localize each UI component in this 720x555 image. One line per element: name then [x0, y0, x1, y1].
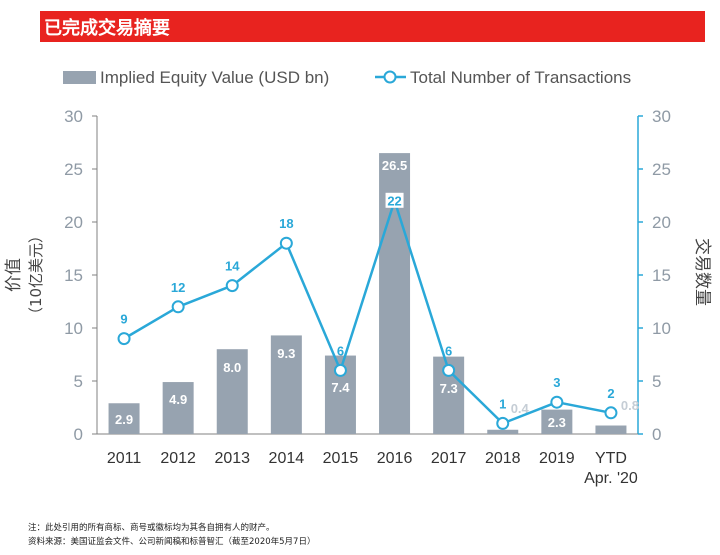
bar-value-label: 0.4	[511, 401, 530, 416]
line-value-label: 6	[445, 343, 452, 358]
bar-1	[162, 382, 194, 434]
left-tick-label: 5	[74, 372, 83, 391]
line-value-label: 14	[225, 259, 240, 274]
title-bar	[40, 11, 705, 42]
legend-bar-swatch	[63, 71, 96, 84]
line-point-6	[442, 363, 456, 377]
y-axis-title-left-line2: （10亿美元）	[27, 228, 45, 322]
right-tick-label: 10	[652, 319, 671, 338]
right-tick-label: 20	[652, 213, 671, 232]
x-tick-label: Apr. '20	[584, 470, 638, 487]
line-point-8	[550, 395, 564, 409]
legend-line-label: Total Number of Transactions	[410, 68, 631, 87]
left-tick-label: 10	[64, 319, 83, 338]
x-tick-label: 2016	[377, 450, 413, 467]
x-tick-label: 2014	[269, 450, 305, 467]
line-value-label: 1	[499, 396, 506, 411]
bar-3	[270, 335, 302, 434]
line-point-4	[333, 363, 347, 377]
line-point-1	[171, 300, 185, 314]
left-tick-label: 30	[64, 107, 83, 126]
bar-value-label: 2.9	[115, 412, 133, 427]
left-tick-label: 20	[64, 213, 83, 232]
bar-value-label: 7.4	[331, 380, 350, 395]
page-title: 已完成交易摘要	[44, 18, 170, 39]
bar-value-label: 0.8	[621, 398, 639, 413]
x-tick-label: 2019	[539, 450, 575, 467]
legend-line-marker	[383, 70, 397, 84]
x-tick-label: 2015	[323, 450, 359, 467]
line-value-label: 2	[607, 386, 614, 401]
x-tick-label: 2017	[431, 450, 467, 467]
line-value-label: 18	[279, 216, 293, 231]
right-tick-label: 5	[652, 372, 661, 391]
right-tick-label: 25	[652, 160, 671, 179]
x-tick-label: 2011	[107, 450, 142, 467]
left-tick-label: 25	[64, 160, 83, 179]
bar-value-label: 4.9	[169, 392, 187, 407]
line-label-bg	[385, 192, 404, 208]
bar-9	[595, 425, 627, 434]
line-value-label: 22	[387, 193, 401, 208]
footnote-source: 资料来源：美国证监会文件、公司新闻稿和标普智汇（截至2020年5月7日）	[28, 537, 316, 547]
line-value-label: 6	[337, 343, 344, 358]
line-point-2	[225, 279, 239, 293]
line-point-3	[279, 236, 293, 250]
bar-value-label: 2.3	[548, 415, 566, 430]
x-tick-label: 2018	[485, 450, 521, 467]
left-tick-label: 0	[74, 425, 83, 444]
bar-7	[487, 429, 519, 434]
right-tick-label: 30	[652, 107, 671, 126]
bar-0	[108, 403, 140, 434]
line-value-label: 12	[171, 280, 185, 295]
line-point-7	[496, 416, 510, 430]
bar-value-label: 9.3	[277, 346, 295, 361]
bar-8	[541, 409, 573, 434]
transactions-line	[123, 199, 612, 425]
bar-2	[216, 349, 248, 434]
bar-value-label: 26.5	[382, 158, 407, 173]
bar-value-label: 8.0	[223, 360, 241, 375]
x-tick-label: YTD	[595, 450, 627, 467]
right-tick-label: 15	[652, 266, 671, 285]
x-tick-label: 2013	[214, 450, 250, 467]
footnote-note: 注：此处引用的所有商标、商号或徽标均为其各自拥有人的财产。	[28, 523, 275, 533]
line-point-9	[604, 406, 618, 420]
line-value-label: 3	[553, 375, 560, 390]
line-value-label: 9	[120, 312, 127, 327]
left-tick-label: 15	[64, 266, 83, 285]
y-axis-title-right: 交易数量	[692, 238, 712, 306]
bar-value-label: 7.3	[440, 381, 458, 396]
y-axis-title-left-line1: 价值	[4, 258, 24, 292]
x-tick-label: 2012	[160, 450, 196, 467]
legend-bar-label: Implied Equity Value (USD bn)	[100, 68, 329, 87]
right-tick-label: 0	[652, 425, 661, 444]
line-point-0	[117, 332, 131, 346]
